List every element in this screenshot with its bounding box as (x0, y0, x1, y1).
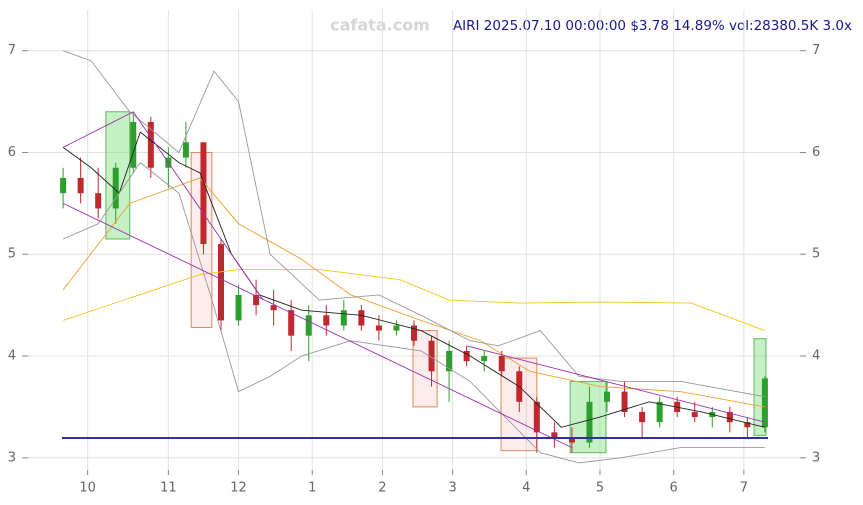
overlay-line (62, 111, 264, 301)
candle-body (77, 177, 84, 194)
x-tick-label: 6 (670, 481, 678, 496)
candle-body (200, 142, 207, 245)
x-tick-label: 7 (740, 481, 748, 496)
overlay-line (466, 345, 766, 423)
candle-body (551, 432, 558, 438)
y-tick-label: 4 (8, 349, 16, 364)
candle-body (358, 310, 365, 326)
overlay-line (62, 202, 573, 449)
y-tick-label: 6 (8, 145, 16, 160)
candle-body (323, 315, 330, 326)
overlay-line (62, 177, 765, 408)
candle-body (305, 315, 312, 336)
candle-body (639, 411, 646, 423)
overlay-line (62, 162, 765, 464)
candle-body (586, 401, 593, 443)
x-tick-label: 4 (522, 481, 530, 496)
candle-body (533, 401, 540, 433)
candle-body (340, 310, 347, 326)
x-tick-label: 5 (596, 481, 604, 496)
candle-body (446, 350, 453, 372)
candle-body (744, 422, 751, 428)
candle-body (393, 325, 400, 331)
watermark: cafata.com (330, 16, 430, 35)
y-tick-label: 7 (812, 43, 820, 58)
candle-body (568, 437, 575, 443)
candle-body (270, 305, 277, 311)
candle-body (428, 340, 435, 372)
y-tick-label: 7 (8, 43, 16, 58)
candle-body (498, 356, 505, 372)
x-tick-label: 10 (79, 481, 96, 496)
candle-body (656, 401, 663, 423)
overlay-line (62, 131, 766, 428)
x-tick-label: 3 (448, 481, 456, 496)
candle-body (182, 142, 189, 158)
x-tick-label: 1 (308, 481, 316, 496)
candle-body (147, 121, 154, 168)
y-tick-label: 3 (812, 450, 820, 465)
y-tick-label: 5 (812, 247, 820, 262)
y-tick-label: 4 (812, 349, 820, 364)
x-tick-label: 2 (378, 481, 386, 496)
candle-body (604, 391, 610, 402)
chart-title: AIRI 2025.07.10 00:00:00 $3.78 14.89% vo… (453, 18, 852, 34)
candle-body (621, 391, 628, 412)
candle-body (60, 177, 67, 194)
candle-body (481, 356, 488, 362)
candle-body (463, 350, 470, 362)
candle-body (726, 411, 733, 423)
candle-body (761, 378, 768, 428)
candle-body (112, 167, 119, 209)
y-tick-label: 6 (812, 145, 820, 160)
overlay-line (62, 269, 766, 331)
x-tick-label: 11 (160, 481, 177, 496)
candle-body (218, 244, 224, 321)
candle-body (691, 411, 698, 418)
x-tick-label: 12 (230, 481, 247, 496)
candle-body (95, 193, 102, 209)
candle-body (130, 121, 137, 168)
candle-body (253, 294, 260, 306)
candle-body (235, 294, 242, 321)
candle-body (411, 325, 417, 341)
candle-body (288, 310, 295, 336)
y-tick-label: 3 (8, 450, 16, 465)
y-tick-label: 5 (8, 247, 16, 262)
candle-body (375, 325, 382, 331)
